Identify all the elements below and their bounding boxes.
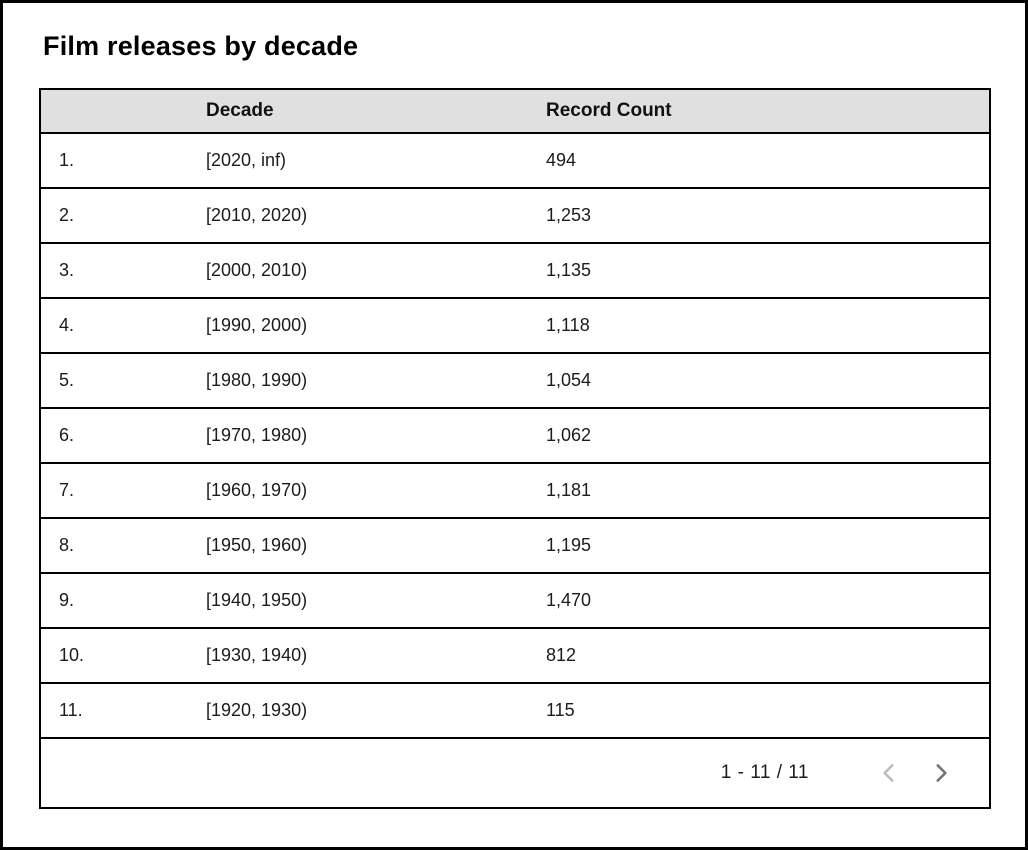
record-count-cell: 115 bbox=[528, 683, 990, 739]
decade-cell: [1940, 1950) bbox=[188, 573, 528, 629]
col-header-index bbox=[40, 89, 188, 134]
row-index-cell: 6. bbox=[40, 408, 188, 464]
table-row: 10. [1930, 1940) 812 bbox=[40, 628, 990, 684]
record-count-cell: 1,135 bbox=[528, 243, 990, 299]
data-table: Decade Record Count 1. [2020, inf) 494 2. [2… bbox=[39, 88, 991, 739]
decade-cell: [2010, 2020) bbox=[188, 188, 528, 244]
record-count-cell: 494 bbox=[528, 133, 990, 189]
decade-cell: [2020, inf) bbox=[188, 133, 528, 189]
decade-cell: [1950, 1960) bbox=[188, 518, 528, 574]
decade-cell: [1970, 1980) bbox=[188, 408, 528, 464]
col-header-record-count[interactable]: Record Count bbox=[528, 89, 990, 134]
chevron-left-icon bbox=[876, 760, 902, 786]
table-card: Decade Record Count 1. [2020, inf) 494 2. [2… bbox=[39, 88, 991, 809]
chevron-right-icon bbox=[928, 760, 954, 786]
row-index-cell: 4. bbox=[40, 298, 188, 354]
table-body: 1. [2020, inf) 494 2. [2010, 2020) 1,253 3. [20… bbox=[40, 133, 990, 739]
decade-cell: [2000, 2010) bbox=[188, 243, 528, 299]
table-row: 5. [1980, 1990) 1,054 bbox=[40, 353, 990, 409]
decade-cell: [1990, 2000) bbox=[188, 298, 528, 354]
decade-cell: [1920, 1930) bbox=[188, 683, 528, 739]
decade-cell: [1960, 1970) bbox=[188, 463, 528, 519]
record-count-cell: 1,054 bbox=[528, 353, 990, 409]
record-count-cell: 1,181 bbox=[528, 463, 990, 519]
prev-page-button[interactable] bbox=[869, 753, 909, 793]
record-count-cell: 1,253 bbox=[528, 188, 990, 244]
decade-cell: [1980, 1990) bbox=[188, 353, 528, 409]
pagination-bar: 1 - 11 / 11 bbox=[39, 739, 991, 809]
next-page-button[interactable] bbox=[921, 753, 961, 793]
record-count-cell: 1,062 bbox=[528, 408, 990, 464]
table-row: 8. [1950, 1960) 1,195 bbox=[40, 518, 990, 574]
row-index-cell: 5. bbox=[40, 353, 188, 409]
table-row: 4. [1990, 2000) 1,118 bbox=[40, 298, 990, 354]
table-row: 6. [1970, 1980) 1,062 bbox=[40, 408, 990, 464]
page-title: Film releases by decade bbox=[43, 31, 359, 61]
row-index-cell: 1. bbox=[40, 133, 188, 189]
decade-cell: [1930, 1940) bbox=[188, 628, 528, 684]
record-count-cell: 1,470 bbox=[528, 573, 990, 629]
col-header-decade[interactable]: Decade bbox=[188, 89, 528, 134]
row-index-cell: 7. bbox=[40, 463, 188, 519]
record-count-cell: 812 bbox=[528, 628, 990, 684]
record-count-cell: 1,195 bbox=[528, 518, 990, 574]
table-row: 3. [2000, 2010) 1,135 bbox=[40, 243, 990, 299]
header-row: Decade Record Count bbox=[40, 89, 990, 134]
record-count-cell: 1,118 bbox=[528, 298, 990, 354]
pagination-label: 1 - 11 / 11 bbox=[720, 762, 809, 783]
row-index-cell: 8. bbox=[40, 518, 188, 574]
row-index-cell: 2. bbox=[40, 188, 188, 244]
row-index-cell: 11. bbox=[40, 683, 188, 739]
table-row: 2. [2010, 2020) 1,253 bbox=[40, 188, 990, 244]
table-row: 7. [1960, 1970) 1,181 bbox=[40, 463, 990, 519]
row-index-cell: 9. bbox=[40, 573, 188, 629]
table-row: 11. [1920, 1930) 115 bbox=[40, 683, 990, 739]
row-index-cell: 3. bbox=[40, 243, 188, 299]
row-index-cell: 10. bbox=[40, 628, 188, 684]
table-row: 1. [2020, inf) 494 bbox=[40, 133, 990, 189]
table-row: 9. [1940, 1950) 1,470 bbox=[40, 573, 990, 629]
